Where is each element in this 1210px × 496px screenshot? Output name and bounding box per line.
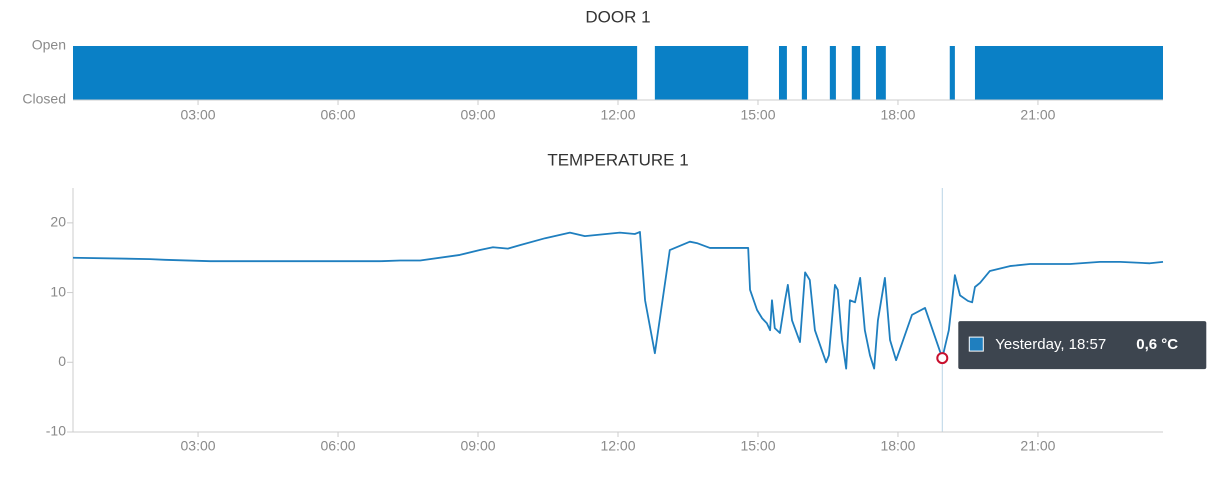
y-tick-label: 0 [58,353,66,369]
x-tick-label: 12:00 [600,438,635,454]
tooltip-label: Yesterday, 18:57 [995,336,1106,353]
x-tick-label: 09:00 [460,107,495,123]
x-tick-label: 21:00 [1020,438,1055,454]
door-state [829,46,836,100]
door-state [801,46,807,100]
tooltip-swatch [968,336,984,352]
x-tick-label: 03:00 [181,107,216,123]
door-state [949,46,955,100]
x-tick-label: 15:00 [740,438,775,454]
door-state [73,46,638,100]
x-tick-label: 06:00 [321,107,356,123]
x-tick-label: 15:00 [740,107,775,123]
x-tick-label: 21:00 [1020,107,1055,123]
chart-title: DOOR 1 [585,7,650,26]
hover-point [936,352,949,365]
tooltip-value: 0,6 °C [1136,336,1178,353]
y-tick-label: 20 [50,214,66,230]
door-state [876,46,886,100]
door-state [974,46,1163,100]
door-state [851,46,861,100]
tooltip-box [958,321,1207,370]
door-state [778,46,787,100]
x-tick-label: 12:00 [600,107,635,123]
y-tick-label: Closed [22,91,66,107]
x-tick-label: 03:00 [181,438,216,454]
door-state [654,46,749,100]
x-tick-label: 09:00 [460,438,495,454]
x-tick-label: 18:00 [880,438,915,454]
y-tick-label: Open [32,37,66,53]
temperature-line [72,231,1164,370]
y-tick-label: -10 [46,423,66,439]
x-tick-label: 18:00 [880,107,915,123]
x-tick-label: 06:00 [321,438,356,454]
tooltip: Yesterday, 18:57 0,6 °C [958,321,1207,370]
chart-title: TEMPERATURE 1 [547,150,688,169]
y-tick-label: 10 [50,283,66,299]
